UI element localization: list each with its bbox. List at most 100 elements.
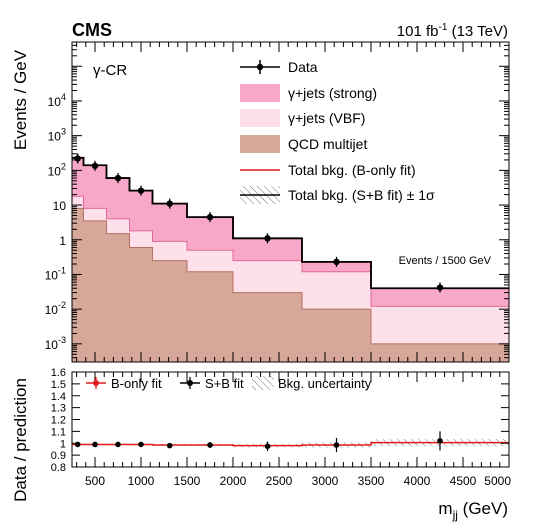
legend-entry-strong: γ+jets (strong) (240, 84, 377, 102)
data-point-6 (264, 235, 271, 242)
ratio-point-0 (74, 441, 81, 448)
bar-qcd-bin-0 (72, 208, 84, 362)
vbf-outline (72, 195, 509, 307)
legend-label-vbf: γ+jets (VBF) (288, 110, 365, 126)
x-axis-label: mjj (GeV) (438, 499, 508, 522)
main-y-tick-base: 1 (59, 234, 66, 248)
main-frame (71, 41, 510, 363)
ratio-point-7 (333, 442, 340, 448)
main-y-tick-base: 10 (45, 268, 59, 282)
main-y-tick-base: 10 (48, 95, 62, 109)
ratio-y-tick-label-6: 1.4 (51, 391, 66, 403)
ratio-y-tick-label-2: 1 (60, 438, 66, 450)
ratio-legend-entry-bonly: B-only fit (86, 376, 162, 391)
lumi-value: 101 fb (397, 23, 439, 40)
main-y-axis-label: Events / GeV (11, 49, 30, 150)
legend-entry-sb: Total bkg. (S+B fit) ± 1σ (240, 186, 435, 204)
main-y-tick-label-2: 10-1 (45, 265, 66, 282)
qcd-outline (72, 207, 509, 345)
ratio-x-tick-label-5: 3000 (312, 474, 339, 488)
data-point-8 (436, 284, 444, 291)
ratio-y-axis: 0.80.911.11.21.31.41.51.6 (51, 367, 509, 474)
ratio-point-1 (92, 441, 98, 448)
bar-qcd-bin-5 (187, 271, 233, 362)
legend-entry-data: Data (240, 59, 318, 75)
x-axis-label-unit: (GeV) (458, 499, 508, 518)
data-point-0 (74, 155, 81, 162)
legend-entry-vbf: γ+jets (VBF) (240, 109, 365, 127)
ratio-legend: B-only fit S+B fit Bkg. uncertainty (86, 376, 372, 391)
data-point-4 (166, 200, 173, 207)
main-legend: Data γ+jets (strong) γ+jets (VBF) QCD multi… (240, 59, 435, 204)
main-y-tick-base: 10 (45, 338, 59, 352)
main-y-tick-exp: 3 (61, 127, 66, 137)
main-y-tick-exp: 2 (61, 161, 66, 171)
x-axis-label-main: m (438, 499, 452, 518)
main-y-tick-label-3: 1 (59, 234, 66, 248)
ratio-x-tick-label-3: 2000 (220, 474, 247, 488)
ratio-x-tick-label-7: 4000 (404, 474, 431, 488)
ratio-plot-area (72, 431, 509, 453)
ratio-x-axis: 500 1000 1500 2000 2500 3000 3500 4000 4500 5000 (76, 372, 511, 488)
ratio-legend-label-unc: Bkg. uncertainty (278, 376, 372, 391)
region-label: γ-CR (93, 62, 127, 79)
legend-swatch-qcd (240, 135, 280, 153)
legend-label-strong: γ+jets (strong) (288, 85, 377, 101)
ratio-point-4 (166, 442, 173, 449)
ratio-point-3 (138, 441, 144, 448)
main-plot-area (72, 153, 509, 362)
main-y-tick-label-1: 10-2 (45, 300, 66, 317)
ratio-x-tick-label-4: 2500 (266, 474, 293, 488)
ratio-y-tick-label-4: 1.2 (51, 415, 66, 427)
data-point-2 (114, 174, 122, 182)
ratio-panel: 0.80.911.11.21.31.41.51.6 500 1000 1500 200… (11, 367, 511, 522)
main-y-tick-exp: 4 (61, 92, 66, 102)
legend-label-bonly: Total bkg. (B-only fit) (288, 162, 416, 178)
legend-swatch-vbf (240, 109, 280, 127)
ratio-y-tick-label-1: 0.9 (51, 450, 66, 462)
data-point-5 (206, 213, 214, 221)
legend-label-data: Data (288, 59, 318, 75)
ratio-legend-entry-unc: Bkg. uncertainty (252, 376, 372, 391)
legend-entry-bonly: Total bkg. (B-only fit) (240, 162, 416, 178)
ratio-x-tick-label-0: 500 (85, 474, 105, 488)
ratio-x-tick-label-6: 3500 (358, 474, 385, 488)
ratio-x-tick-label-1: 1000 (128, 474, 155, 488)
main-y-tick-exp: -1 (58, 265, 66, 275)
ratio-point-8 (437, 438, 443, 444)
main-y-tick-label-0: 10-3 (45, 335, 66, 352)
data-point-3 (137, 187, 145, 194)
legend-swatch-strong (240, 84, 280, 102)
ratio-legend-sb-marker (187, 380, 193, 386)
ratio-y-tick-label-0: 0.8 (51, 462, 66, 474)
main-y-tick-label-5: 102 (48, 161, 66, 178)
main-y-tick-exp: -3 (58, 335, 66, 345)
legend-data-marker (256, 63, 264, 71)
ratio-legend-label-sb: S+B fit (205, 376, 244, 391)
legend-label-qcd: QCD multijet (288, 136, 367, 152)
ratio-y-tick-label-8: 1.6 (51, 367, 66, 379)
lumi-exponent: -1 (439, 22, 448, 33)
bar-qcd-bin-7 (302, 309, 371, 362)
main-y-tick-base: 10 (48, 164, 62, 178)
ratio-y-tick-label-3: 1.1 (51, 426, 66, 438)
lumi-label: 101 fb-1 (13 TeV) (397, 22, 508, 40)
legend-entry-qcd: QCD multijet (240, 135, 367, 153)
main-x-ticks (76, 42, 510, 362)
bin-width-annotation: Events / 1500 GeV (399, 255, 492, 267)
ratio-x-tick-label-9: 5000 (484, 474, 511, 488)
ratio-y-tick-label-5: 1.3 (51, 403, 66, 415)
data-point-1 (91, 162, 99, 170)
ratio-point-2 (115, 441, 121, 448)
bar-qcd-bin-2 (106, 233, 130, 362)
experiment-label: CMS (72, 20, 112, 40)
bar-qcd-bin-8 (371, 343, 509, 362)
energy-label: (13 TeV) (447, 23, 508, 40)
main-y-tick-label-4: 10 (53, 199, 67, 213)
main-y-tick-label-7: 104 (48, 92, 66, 109)
ratio-y-axis-label: Data / prediction (11, 378, 30, 502)
x-axis-label-sub: jj (452, 508, 458, 522)
ratio-point-5 (207, 442, 213, 448)
